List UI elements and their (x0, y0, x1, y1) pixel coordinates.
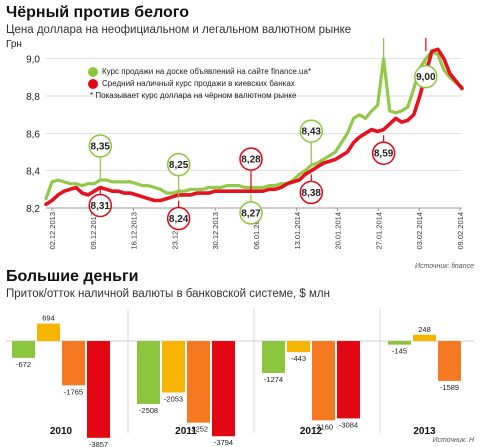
y-tick-label: 8,8 (26, 92, 40, 103)
legend-item-red: Средний наличный курс продажи в киевских… (88, 78, 311, 90)
bar-2012-1 (287, 341, 310, 353)
bar-value-label: -3160 (314, 422, 333, 431)
bar-value-label: -1765 (64, 387, 83, 396)
bar-2012-0 (262, 341, 285, 373)
legend-label-green: Курс продажи на доске объявлений на сайт… (102, 67, 312, 76)
series-line-red (44, 47, 464, 207)
bar-value-label: -2053 (164, 395, 183, 404)
bar-2010-1 (37, 323, 60, 341)
bar-2010-0 (12, 341, 35, 358)
bar-2011-2 (187, 341, 210, 423)
bar-value-label: -672 (16, 360, 31, 369)
chart1-source: Источник: finance (415, 263, 474, 270)
year-label: 2010 (50, 426, 73, 437)
bar-2011-3 (212, 341, 235, 437)
legend-item-green: Курс продажи на доске объявлений на сайт… (88, 66, 311, 78)
bar-2013-2 (438, 341, 461, 381)
bar-2010-2 (62, 341, 85, 386)
bar-value-label: -3252 (189, 425, 208, 434)
x-tick-label: 09.02.2014 (456, 212, 465, 250)
annotation-label: 8,38 (302, 188, 322, 199)
bar-value-label: 248 (418, 325, 431, 334)
x-tick-label: 06.01.2014 (252, 212, 261, 250)
annotation-bubble (239, 147, 263, 171)
bar-2010-3 (87, 341, 110, 438)
annotation-label: 8,24 (169, 214, 189, 225)
x-tick-label: 03.02.2014 (415, 212, 424, 250)
year-label: 2012 (300, 426, 323, 437)
chart2-subtitle: Приток/отток наличной валюты в банковско… (6, 288, 330, 300)
y-tick-label: 8,2 (26, 204, 40, 215)
y-axis-label: Грн (6, 39, 22, 50)
chart1-title: Чёрный против белого (6, 4, 190, 21)
x-tick-label: 09.12.2013 (89, 212, 98, 250)
bar-2011-0 (137, 341, 160, 404)
y-tick-label: 9,0 (26, 55, 40, 66)
annotation-label: 8,35 (91, 142, 111, 153)
x-tick-label: 27.01.2014 (374, 212, 383, 250)
chart2-title: Большие деньги (6, 268, 139, 285)
bar-value-label: -1274 (264, 375, 283, 384)
x-tick-label: 30.12.2013 (211, 212, 220, 250)
chart1-legend: Курс продажи на доске объявлений на сайт… (88, 66, 311, 102)
annotation-bubble (299, 180, 324, 205)
bar-2012-3 (337, 341, 360, 419)
bar-value-label: -145 (392, 347, 407, 356)
y-tick-label: 8,4 (26, 167, 40, 178)
annotation-bubble (166, 206, 191, 231)
year-label: 2013 (413, 426, 436, 437)
x-tick-label: 02.12.2013 (48, 212, 57, 250)
annotation-label: 8,27 (241, 208, 261, 219)
annotation-label: 8,28 (241, 155, 261, 166)
annotation-label: 8,25 (169, 160, 189, 171)
chart1-subtitle: Цена доллара на неофициальном и легально… (6, 24, 352, 36)
year-label: 2011 (175, 426, 197, 437)
bar-value-label: -443 (291, 354, 306, 363)
bar-value-label: -3857 (89, 440, 108, 447)
chart2-source: Источник: Н (432, 437, 474, 444)
bar-value-label: -3084 (339, 420, 358, 429)
annotation-bubble (371, 141, 396, 165)
legend-swatch-red (88, 79, 98, 89)
annotation-bubble (299, 119, 324, 143)
series-line-green (44, 49, 464, 201)
x-tick-label: 23.12.2013 (170, 212, 179, 250)
annotation-label: 8,59 (374, 149, 394, 160)
bar-2013-0 (388, 341, 411, 345)
annotation-label: 8,31 (91, 201, 111, 212)
annotation-bubble (414, 64, 438, 89)
annotation-label: 9,00 (416, 72, 436, 83)
x-tick-label: 13.01.2014 (293, 212, 302, 250)
y-tick-label: 8,6 (26, 129, 40, 140)
bar-2012-2 (312, 341, 335, 421)
bar-2011-1 (162, 341, 185, 393)
bar-value-label: -2508 (139, 406, 158, 415)
annotation-bubble (239, 201, 263, 225)
x-tick-label: 20.01.2014 (334, 212, 343, 250)
line-chart: Грн 8,2 8,4 8,6 8,8 9,0 02.12.2013 09.12.2013 16… (6, 38, 465, 250)
legend-label-red: Средний наличный курс продажи в киевских… (102, 79, 295, 88)
bar-value-label: -3794 (214, 438, 233, 447)
bar-2013-1 (413, 334, 436, 341)
annotation-bubble (166, 152, 191, 177)
legend-swatch-green (88, 67, 98, 77)
bar-value-label: -1589 (440, 383, 459, 392)
legend-note: * Показывает курс доллара на чёрном валю… (90, 91, 297, 100)
bar-value-label: 694 (42, 314, 55, 323)
annotation-bubble (88, 134, 113, 158)
bar-chart: -672 694 -1765 -3857 2010 -2508 -2053 -3252 -379… (6, 309, 474, 447)
annotation-label: 8,43 (302, 127, 322, 138)
x-tick-label: 16.12.2013 (130, 212, 139, 250)
annotation-bubble (88, 193, 113, 218)
